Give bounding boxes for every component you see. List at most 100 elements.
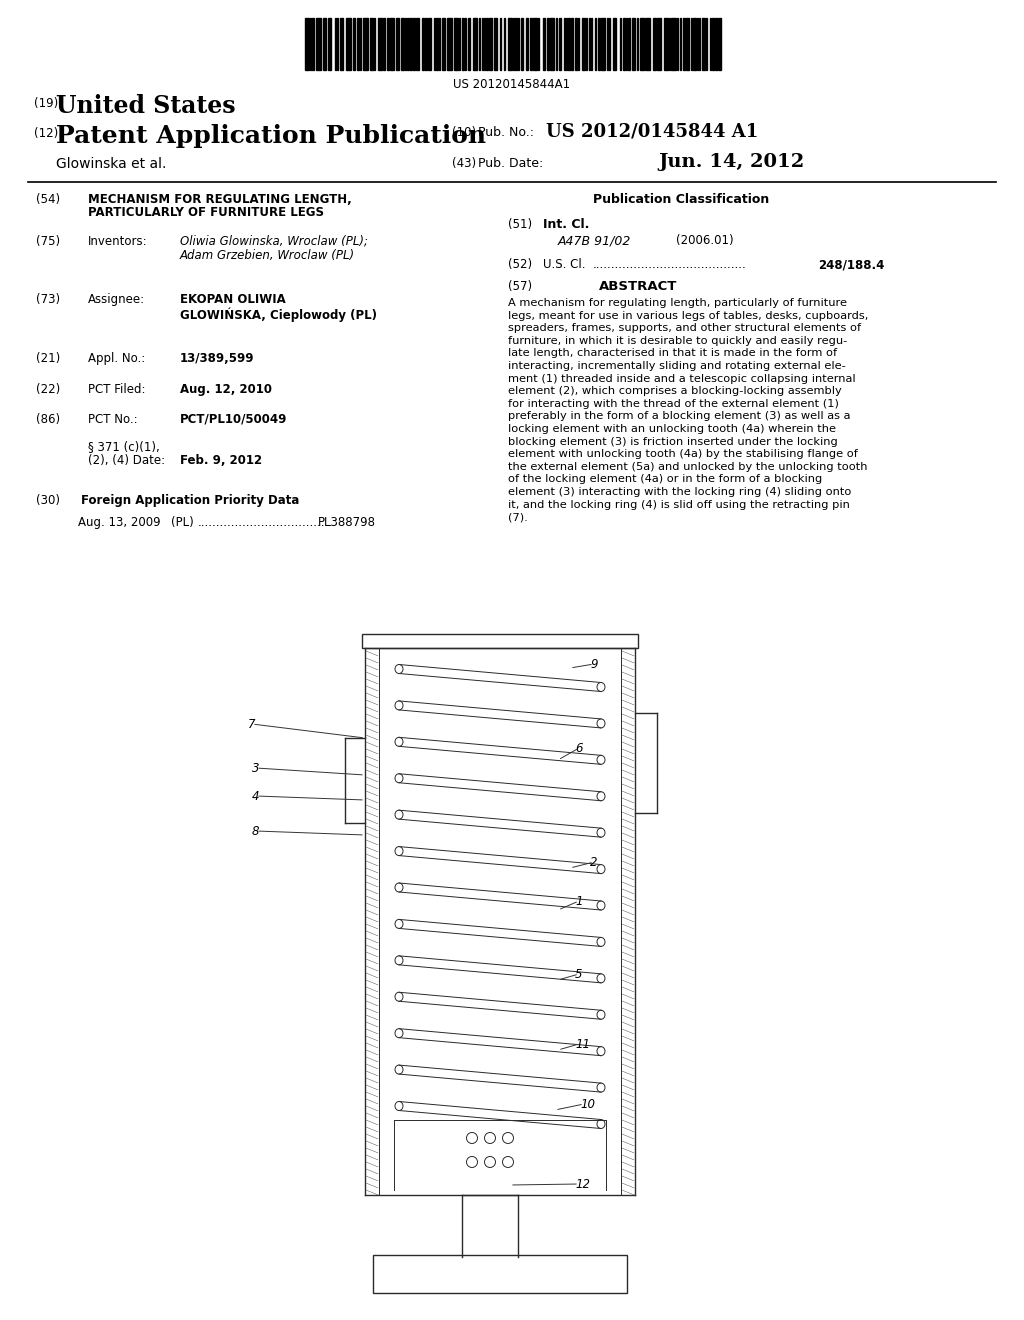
Bar [628,18,630,70]
Bar [340,18,343,70]
Text: .........................................: ........................................… [593,257,746,271]
Bar [664,18,668,70]
Bar [373,1255,627,1294]
Text: (54): (54) [36,193,60,206]
Text: (43): (43) [452,157,476,170]
Bar [601,18,605,70]
Text: 8: 8 [252,825,259,838]
Text: furniture, in which it is desirable to quickly and easily regu-: furniture, in which it is desirable to q… [508,335,847,346]
Text: 9: 9 [590,657,597,671]
Bar [468,18,470,70]
Bar [568,18,570,70]
Text: United States: United States [56,94,236,117]
Bar [312,18,314,70]
Text: PCT/PL10/50049: PCT/PL10/50049 [180,413,288,426]
Text: ....................................: .................................... [198,516,333,529]
Text: (73): (73) [36,293,60,306]
Bar [390,18,394,70]
Text: (2), (4) Date:: (2), (4) Date: [88,454,165,467]
Bar [632,18,635,70]
Bar [534,18,537,70]
Bar [515,18,517,70]
Text: 10: 10 [580,1098,595,1111]
Text: A mechanism for regulating length, particularly of furniture: A mechanism for regulating length, parti… [508,298,847,308]
Text: (10): (10) [452,125,476,139]
Bar [571,18,573,70]
Bar [530,18,532,70]
Bar [305,18,309,70]
Bar [598,18,600,70]
Bar [396,18,399,70]
Text: (12): (12) [34,127,58,140]
Text: Appl. No.:: Appl. No.: [88,352,145,366]
Text: (51): (51) [508,218,532,231]
Text: 7: 7 [248,718,256,731]
Text: (7).: (7). [508,512,527,523]
Text: 5: 5 [575,968,583,981]
Text: (30): (30) [36,494,60,507]
Bar [550,18,554,70]
Bar [362,18,368,70]
Bar [718,18,721,70]
Bar [416,18,419,70]
Text: Adam Grzebien, Wroclaw (PL): Adam Grzebien, Wroclaw (PL) [180,249,355,261]
Text: preferably in the form of a blocking element (3) as well as a: preferably in the form of a blocking ele… [508,412,851,421]
Bar [473,18,477,70]
Bar [693,18,696,70]
Bar [353,18,355,70]
Bar [712,18,714,70]
Text: PARTICULARLY OF FURNITURE LEGS: PARTICULARLY OF FURNITURE LEGS [88,206,324,219]
Text: Int. Cl.: Int. Cl. [543,218,590,231]
Text: 2: 2 [590,855,597,869]
Bar [425,18,427,70]
Text: of the locking element (4a) or in the form of a blocking: of the locking element (4a) or in the fo… [508,474,822,484]
Text: 248/188.4: 248/188.4 [818,257,885,271]
Bar [559,18,561,70]
Text: 3: 3 [252,762,259,775]
Text: spreaders, frames, supports, and other structural elements of: spreaders, frames, supports, and other s… [508,323,861,333]
Bar [543,18,545,70]
Bar [575,18,577,70]
Text: (19): (19) [34,96,58,110]
Text: legs, meant for use in various legs of tables, desks, cupboards,: legs, meant for use in various legs of t… [508,310,868,321]
Text: (86): (86) [36,413,60,426]
Text: U.S. Cl.: U.S. Cl. [543,257,586,271]
Text: A47B 91/02: A47B 91/02 [558,234,632,247]
Bar [521,18,523,70]
Bar [547,18,549,70]
Bar [346,18,351,70]
Text: Inventors:: Inventors: [88,235,147,248]
Text: element with unlocking tooth (4a) by the stabilising flange of: element with unlocking tooth (4a) by the… [508,449,858,459]
Bar [613,18,616,70]
Text: Pub. No.:: Pub. No.: [478,125,534,139]
Text: 4: 4 [252,789,259,803]
Text: MECHANISM FOR REGULATING LENGTH,: MECHANISM FOR REGULATING LENGTH, [88,193,352,206]
Bar [323,18,326,70]
Text: (22): (22) [36,383,60,396]
Bar [508,18,512,70]
Text: US 20120145844A1: US 20120145844A1 [454,78,570,91]
Bar [582,18,585,70]
Bar [328,18,331,70]
Bar [447,18,452,70]
Text: 6: 6 [575,742,583,755]
Text: Aug. 12, 2010: Aug. 12, 2010 [180,383,272,396]
Text: Publication Classification: Publication Classification [593,193,769,206]
Text: Pub. Date:: Pub. Date: [478,157,544,170]
Bar [454,18,458,70]
Text: element (2), which comprises a blocking-locking assembly: element (2), which comprises a blocking-… [508,387,842,396]
Bar [410,18,412,70]
Text: late length, characterised in that it is made in the form of: late length, characterised in that it is… [508,348,838,359]
Bar [357,18,359,70]
Text: Foreign Application Priority Data: Foreign Application Priority Data [81,494,299,507]
Text: (21): (21) [36,352,60,366]
Bar [362,634,638,648]
Bar [683,18,685,70]
Bar [686,18,689,70]
Text: Patent Application Publication: Patent Application Publication [56,124,486,148]
Bar [387,18,389,70]
Bar [671,18,676,70]
Text: 12: 12 [575,1177,590,1191]
Bar [462,18,464,70]
Text: element (3) interacting with the locking ring (4) sliding onto: element (3) interacting with the locking… [508,487,851,498]
